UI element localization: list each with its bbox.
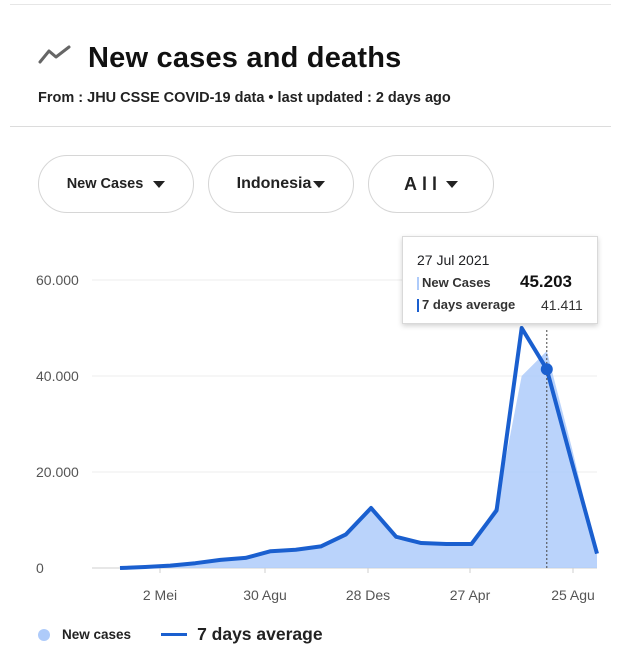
trending-line-icon bbox=[38, 45, 71, 64]
x-tick-label: 25 Agu bbox=[551, 587, 595, 603]
average-swatch bbox=[417, 299, 419, 312]
country-dropdown-label: Indonesia bbox=[236, 175, 312, 192]
legend-average: 7 days average bbox=[197, 624, 323, 644]
new-cases-area bbox=[120, 351, 597, 568]
tooltip-new-cases-label: New Cases bbox=[422, 275, 491, 290]
average-point bbox=[540, 363, 553, 376]
page-title: New cases and deaths bbox=[88, 42, 402, 74]
new-cases-swatch bbox=[417, 277, 419, 290]
x-tick-label: 2 Mei bbox=[143, 587, 177, 603]
time-range-dropdown-label: All bbox=[403, 173, 442, 194]
country-dropdown[interactable]: Indonesia bbox=[208, 155, 354, 213]
chart-legend: New cases 7 days average bbox=[38, 624, 323, 645]
y-tick-label: 20.000 bbox=[36, 464, 79, 480]
y-tick-label: 0 bbox=[36, 560, 44, 576]
data-source-subtitle: From : JHU CSSE COVID-19 data • last upd… bbox=[38, 90, 451, 106]
top-divider bbox=[10, 4, 611, 5]
x-tick-label: 28 Des bbox=[346, 587, 390, 603]
chevron-down-icon bbox=[153, 180, 166, 188]
header-divider bbox=[10, 126, 611, 127]
metric-dropdown[interactable]: New Cases bbox=[38, 155, 194, 213]
tooltip-new-cases-value: 45.203 bbox=[520, 272, 572, 291]
chart-tooltip: 27 Jul 2021 New Cases 45.203 7 days aver… bbox=[402, 236, 598, 324]
new-cases-legend-dot bbox=[38, 628, 50, 641]
y-tick-label: 40.000 bbox=[36, 368, 79, 384]
y-tick-label: 60.000 bbox=[36, 272, 79, 288]
tooltip-average-value: 41.411 bbox=[541, 297, 583, 313]
metric-dropdown-label: New Cases bbox=[66, 176, 144, 192]
seven-day-average-line bbox=[119, 326, 599, 570]
time-range-dropdown[interactable]: All bbox=[368, 155, 494, 213]
tooltip-date: 27 Jul 2021 bbox=[417, 252, 490, 268]
average-legend-line bbox=[161, 633, 188, 636]
legend-new-cases: New cases bbox=[62, 627, 132, 642]
cases-chart[interactable]: 0 20.000 40.000 60.000 2 Mei 30 Agu 28 Des 27 A… bbox=[0, 230, 621, 610]
x-tick-label: 27 Apr bbox=[450, 587, 491, 603]
chevron-down-icon bbox=[313, 180, 326, 188]
chevron-down-icon bbox=[446, 180, 458, 188]
tooltip-average-label: 7 days average bbox=[422, 297, 516, 312]
x-tick-label: 30 Agu bbox=[243, 587, 287, 603]
